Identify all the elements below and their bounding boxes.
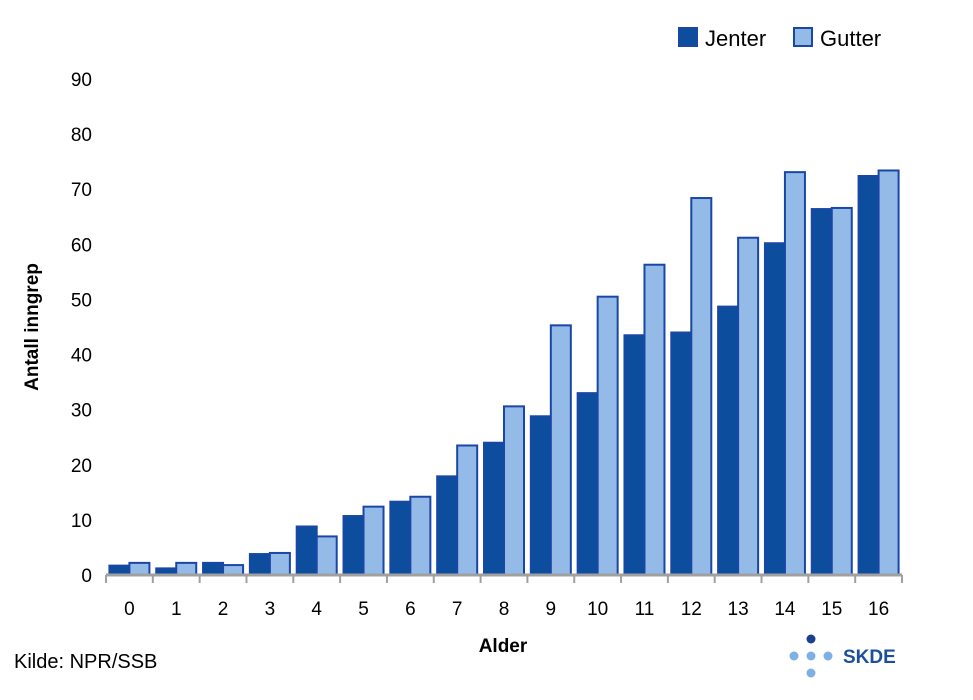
bar-jenter-9 bbox=[529, 415, 552, 576]
x-tick-label: 13 bbox=[728, 599, 749, 620]
bar-jenter-12 bbox=[670, 331, 693, 576]
x-tick-label: 11 bbox=[635, 599, 655, 620]
y-tick-label: 90 bbox=[71, 70, 92, 91]
bar-gutter-15 bbox=[830, 206, 853, 577]
x-tick-label: 5 bbox=[358, 599, 369, 620]
bar-gutter-0 bbox=[128, 561, 151, 576]
legend-label-gutter: Gutter bbox=[820, 26, 881, 51]
bar-gutter-10 bbox=[596, 295, 619, 576]
legend-label-jenter: Jenter bbox=[705, 26, 766, 51]
y-tick-label: 80 bbox=[71, 125, 92, 146]
bar-gutter-12 bbox=[690, 197, 713, 576]
legend-swatch-gutter bbox=[793, 27, 813, 47]
bar-gutter-1 bbox=[175, 561, 198, 576]
y-tick-label: 40 bbox=[71, 346, 92, 367]
x-tick-label: 9 bbox=[546, 599, 557, 620]
x-tick-label: 15 bbox=[821, 599, 842, 620]
x-axis-ticks: 0 1 2 3 4 5 6 7 8 9 10 11 12 13 14 15 16 bbox=[105, 575, 903, 620]
legend: Jenter Gutter bbox=[678, 26, 881, 51]
y-tick-label: 70 bbox=[71, 180, 92, 201]
y-tick-label: 20 bbox=[71, 456, 92, 477]
source-note: Kilde: NPR/SSB bbox=[14, 651, 158, 673]
bar-gutter-13 bbox=[737, 236, 760, 576]
bar-gutter-6 bbox=[409, 495, 432, 576]
bar-gutter-5 bbox=[362, 505, 385, 577]
x-tick-label: 4 bbox=[311, 599, 322, 620]
y-axis-ticks: 0 10 20 30 40 50 60 70 80 90 bbox=[71, 70, 92, 587]
bar-jenter-16 bbox=[857, 174, 880, 577]
x-tick-label: 3 bbox=[265, 599, 276, 620]
bar-gutter-4 bbox=[315, 535, 338, 577]
x-tick-label: 6 bbox=[405, 599, 416, 620]
bar-jenter-10 bbox=[576, 392, 599, 576]
bar-gutter-7 bbox=[456, 444, 479, 576]
bar-gutter-11 bbox=[643, 263, 666, 576]
y-axis-title: Antall inngrep bbox=[22, 263, 43, 391]
y-tick-label: 30 bbox=[71, 401, 92, 422]
bar-jenter-4 bbox=[295, 525, 318, 576]
bar-jenter-14 bbox=[763, 242, 786, 576]
x-tick-label: 16 bbox=[868, 599, 889, 620]
bar-jenter-13 bbox=[717, 305, 740, 576]
y-tick-label: 60 bbox=[71, 235, 92, 256]
skde-logo: SKDE bbox=[789, 634, 896, 678]
x-tick-label: 0 bbox=[124, 599, 135, 620]
x-tick-label: 1 bbox=[171, 599, 182, 620]
bar-gutter-14 bbox=[783, 171, 806, 576]
bar-jenter-6 bbox=[389, 500, 412, 576]
x-tick-label: 14 bbox=[774, 599, 796, 620]
bar-jenter-8 bbox=[483, 441, 505, 576]
bar-jenter-7 bbox=[436, 475, 459, 576]
x-tick-label: 8 bbox=[499, 599, 510, 620]
bar-jenter-3 bbox=[248, 553, 271, 577]
bar-jenter-11 bbox=[623, 334, 646, 576]
y-tick-label: 50 bbox=[71, 290, 92, 311]
bar-jenter-2 bbox=[202, 561, 225, 576]
x-tick-label: 2 bbox=[218, 599, 229, 620]
logo-text: SKDE bbox=[843, 647, 896, 668]
x-axis-title: Alder bbox=[479, 636, 528, 657]
bar-jenter-15 bbox=[810, 208, 833, 576]
bar-gutter-3 bbox=[268, 551, 291, 577]
y-tick-label: 0 bbox=[81, 566, 92, 587]
x-tick-label: 7 bbox=[452, 599, 463, 620]
bar-gutter-16 bbox=[877, 169, 900, 577]
bar-gutter-9 bbox=[549, 324, 572, 577]
bar-jenter-5 bbox=[342, 515, 365, 577]
bar-gutter-8 bbox=[503, 405, 525, 576]
bars bbox=[108, 169, 900, 577]
y-tick-label: 10 bbox=[71, 511, 92, 532]
legend-swatch-jenter bbox=[678, 27, 698, 47]
x-tick-label: 10 bbox=[587, 599, 608, 620]
x-tick-label: 12 bbox=[681, 599, 702, 620]
